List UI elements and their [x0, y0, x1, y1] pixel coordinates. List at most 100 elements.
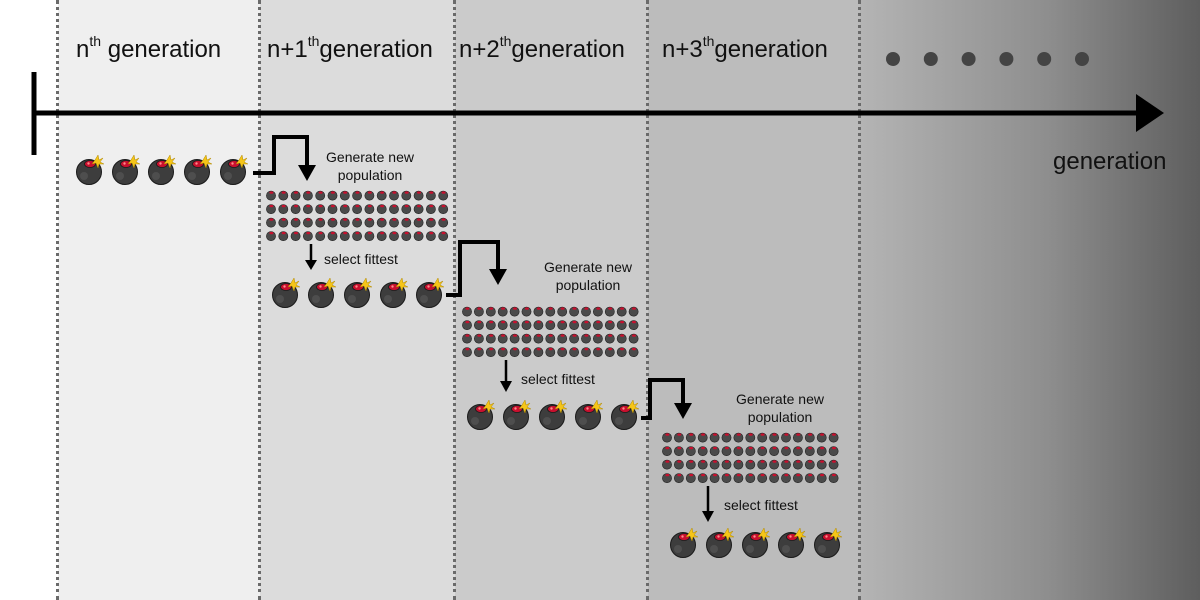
population-member-icon — [580, 347, 592, 358]
population-member-icon — [533, 347, 544, 358]
population-member-icon — [580, 333, 592, 344]
population-member-icon — [804, 473, 815, 484]
population-member-icon — [780, 473, 792, 484]
population-member-icon — [769, 473, 780, 484]
bomb-icon — [503, 399, 532, 430]
population-member-icon — [569, 320, 580, 331]
population-member-icon — [376, 204, 387, 215]
population-member-icon — [401, 231, 412, 242]
heading-prefix: n+1 — [267, 36, 308, 63]
population-member-icon — [733, 459, 744, 470]
population-member-icon — [685, 432, 696, 443]
population-member-icon — [604, 306, 615, 317]
population-member-icon — [828, 446, 839, 457]
population-member-icon — [780, 459, 792, 470]
generate-caption-line2: population — [337, 167, 403, 183]
population-member-icon — [816, 473, 827, 484]
population-member-icon — [315, 217, 326, 228]
population-member-icon — [364, 190, 375, 201]
population-member-icon — [545, 320, 556, 331]
column-divider — [858, 0, 861, 600]
heading-word: generation — [714, 36, 828, 63]
population-member-icon — [673, 473, 684, 484]
generate-caption-line1: Generate new — [736, 391, 824, 407]
bomb-icon — [575, 399, 604, 430]
population-member-icon — [569, 347, 580, 358]
population-member-icon — [628, 347, 639, 358]
population-member-icon — [413, 217, 424, 228]
population-member-icon — [265, 204, 277, 215]
population-member-icon — [792, 446, 803, 457]
generation-column-n-plus-2 — [455, 0, 648, 600]
population-member-icon — [521, 320, 532, 331]
population-member-icon — [745, 459, 756, 470]
population-member-icon — [497, 320, 508, 331]
population-member-icon — [376, 231, 387, 242]
population-member-icon — [616, 320, 627, 331]
ellipsis-dot — [1075, 52, 1089, 66]
population-member-icon — [327, 190, 338, 201]
population-member-icon — [278, 204, 289, 215]
population-member-icon — [461, 333, 473, 344]
population-member-icon — [278, 231, 289, 242]
population-member-icon — [769, 446, 780, 457]
population-member-icon — [302, 204, 313, 215]
population-member-icon — [497, 333, 508, 344]
population-member-icon — [315, 190, 326, 201]
population-member-icon — [697, 459, 708, 470]
population-member-icon — [721, 446, 732, 457]
population-member-icon — [401, 190, 412, 201]
population-member-icon — [745, 473, 756, 484]
population-member-icon — [327, 231, 338, 242]
heading-superscript: th — [499, 33, 512, 49]
population-member-icon — [592, 306, 603, 317]
bomb-icon — [308, 277, 337, 308]
column-divider — [646, 0, 649, 600]
population-member-icon — [509, 306, 520, 317]
heading-word: generation — [511, 36, 625, 63]
bomb-icon — [467, 399, 496, 430]
population-member-icon — [473, 333, 484, 344]
population-member-icon — [721, 432, 732, 443]
population-member-icon — [473, 347, 484, 358]
generate-caption-line1: Generate new — [326, 149, 414, 165]
population-member-icon — [616, 306, 627, 317]
population-member-icon — [290, 190, 301, 201]
ellipsis-dot — [961, 52, 976, 66]
population-member-icon — [352, 190, 363, 201]
population-member-icon — [661, 446, 673, 457]
heading-superscript: th — [702, 33, 715, 49]
population-member-icon — [569, 333, 580, 344]
population-member-icon — [438, 190, 449, 201]
population-member-icon — [364, 231, 375, 242]
population-member-icon — [290, 204, 301, 215]
population-member-icon — [792, 459, 803, 470]
step-arrow-icon — [253, 135, 309, 175]
generate-caption-line1: Generate new — [544, 259, 632, 275]
population-member-icon — [709, 432, 720, 443]
population-grid — [661, 432, 839, 484]
population-member-icon — [792, 473, 803, 484]
population-member-icon — [804, 446, 815, 457]
population-member-icon — [569, 306, 580, 317]
bomb-icon — [539, 399, 568, 430]
ellipsis-dot — [1037, 52, 1052, 66]
population-member-icon — [315, 231, 326, 242]
heading-prefix: n+3 — [662, 36, 703, 63]
population-member-icon — [278, 217, 289, 228]
population-member-icon — [302, 217, 313, 228]
population-member-icon — [792, 432, 803, 443]
heading-superscript: th — [89, 33, 102, 49]
heading-generation-n-plus-1: n+1thgeneration — [267, 34, 433, 64]
population-member-icon — [673, 459, 684, 470]
column-divider — [258, 0, 261, 600]
population-member-icon — [721, 473, 732, 484]
generate-caption: Generate new population — [724, 390, 836, 426]
population-member-icon — [580, 320, 592, 331]
population-member-icon — [757, 473, 768, 484]
bomb-icon — [344, 277, 373, 308]
population-member-icon — [592, 333, 603, 344]
ellipsis-dots — [886, 52, 1089, 66]
population-member-icon — [816, 459, 827, 470]
column-divider — [453, 0, 456, 600]
